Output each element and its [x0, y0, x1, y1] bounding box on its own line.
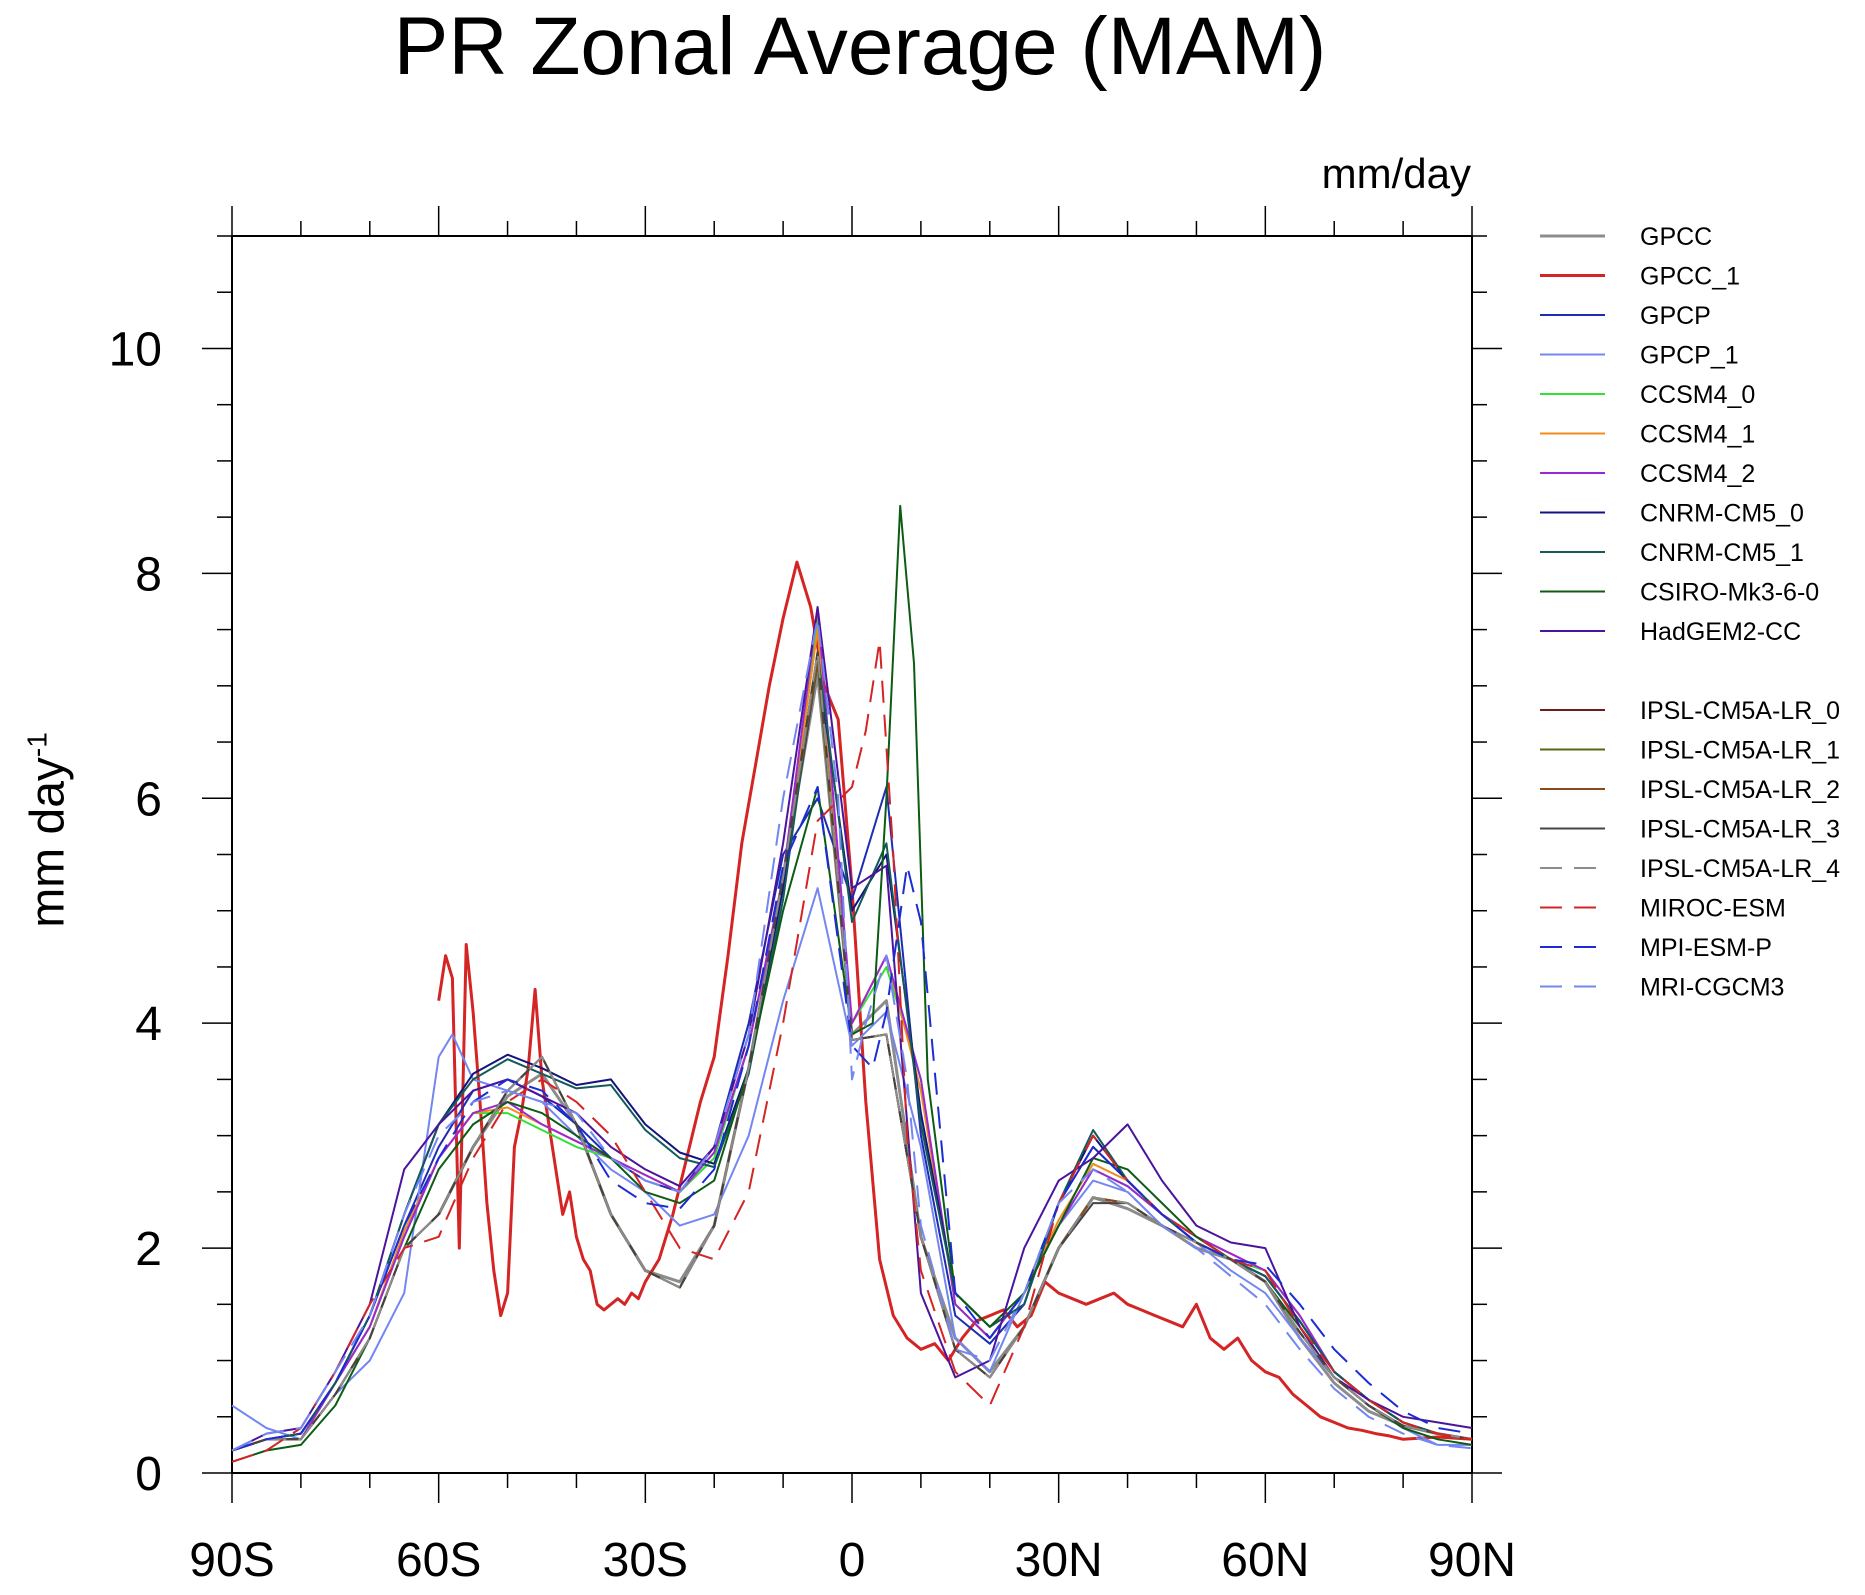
legend-label: IPSL-CM5A-LR_4 [1640, 855, 1840, 883]
series-line-miroc-esm [231, 639, 1473, 1463]
series-line-ipsl-cm5a-lr-3 [231, 651, 1473, 1452]
chart-title: PR Zonal Average (MAM) [393, 1, 1327, 92]
series-line-cnrm-cm5-1 [231, 651, 1473, 1452]
series-line-mri-cgcm3 [231, 617, 1473, 1452]
x-tick-label: 30S [603, 1534, 688, 1587]
legend-label: MIROC-ESM [1640, 895, 1786, 923]
legend-label: MPI-ESM-P [1640, 934, 1772, 962]
series-line-mpi-esm-p [231, 786, 1473, 1452]
legend-label: IPSL-CM5A-LR_3 [1640, 816, 1840, 844]
legend-label: IPSL-CM5A-LR_0 [1640, 697, 1840, 725]
legend-label: CNRM-CM5_0 [1640, 500, 1804, 528]
legend-label: GPCP [1640, 302, 1711, 330]
x-tick-label: 30N [1015, 1534, 1103, 1587]
legend-label: MRI-CGCM3 [1640, 974, 1784, 1002]
series-line-gpcp-1 [231, 887, 1472, 1446]
y-tick-label: 0 [135, 1448, 162, 1501]
legend-label: GPCP_1 [1640, 342, 1739, 370]
legend-label: GPCC_1 [1640, 263, 1740, 291]
legend-label: HadGEM2-CC [1640, 618, 1801, 646]
series-line-ipsl-cm5a-lr-1 [231, 662, 1473, 1452]
series-line-gpcc-1 [437, 560, 1473, 1441]
legend-label: CCSM4_2 [1640, 460, 1755, 488]
legend-label: IPSL-CM5A-LR_1 [1640, 737, 1840, 765]
legend-label: CSIRO-Mk3-6-0 [1640, 579, 1819, 607]
x-tick-label: 60S [396, 1534, 481, 1587]
x-tick-label: 90N [1428, 1534, 1516, 1587]
series-line-hadgem2-cc [231, 606, 1473, 1452]
series-line-ipsl-cm5a-lr-4 [231, 651, 1473, 1452]
series-line-ipsl-cm5a-lr-0 [231, 651, 1473, 1452]
series-layer [231, 504, 1473, 1463]
x-axis-ticks: 90S 60S 30S 0 30N 60N 90N [189, 206, 1516, 1587]
legend: GPCC GPCC_1 GPCP GPCP_1 CCSM4_0 CCSM4_1 CCSM4_… [1540, 223, 1840, 1002]
legend-label: CNRM-CM5_1 [1640, 539, 1804, 567]
series-line-ipsl-cm5a-lr-2 [231, 656, 1473, 1452]
x-tick-label: 0 [839, 1534, 866, 1587]
x-tick-label: 60N [1221, 1534, 1309, 1587]
legend-label: GPCC [1640, 223, 1712, 251]
y-tick-label: 2 [135, 1223, 162, 1276]
legend-label: CCSM4_0 [1640, 381, 1755, 409]
y-tick-label: 4 [135, 998, 162, 1051]
series-line-gpcc [437, 673, 1473, 1441]
legend-label: IPSL-CM5A-LR_2 [1640, 776, 1840, 804]
plot-border [231, 235, 1473, 1474]
series-line-cnrm-cm5-0 [231, 662, 1473, 1452]
y-axis-ticks: 0 2 4 6 8 10 [109, 235, 1502, 1501]
legend-label: CCSM4_1 [1640, 421, 1755, 449]
x-tick-label: 90S [189, 1534, 274, 1587]
y-tick-label: 10 [109, 323, 162, 376]
y-tick-label: 8 [135, 548, 162, 601]
y-tick-label: 6 [135, 773, 162, 826]
plot-frame [231, 235, 1473, 1474]
units-label: mm/day [1321, 150, 1471, 197]
